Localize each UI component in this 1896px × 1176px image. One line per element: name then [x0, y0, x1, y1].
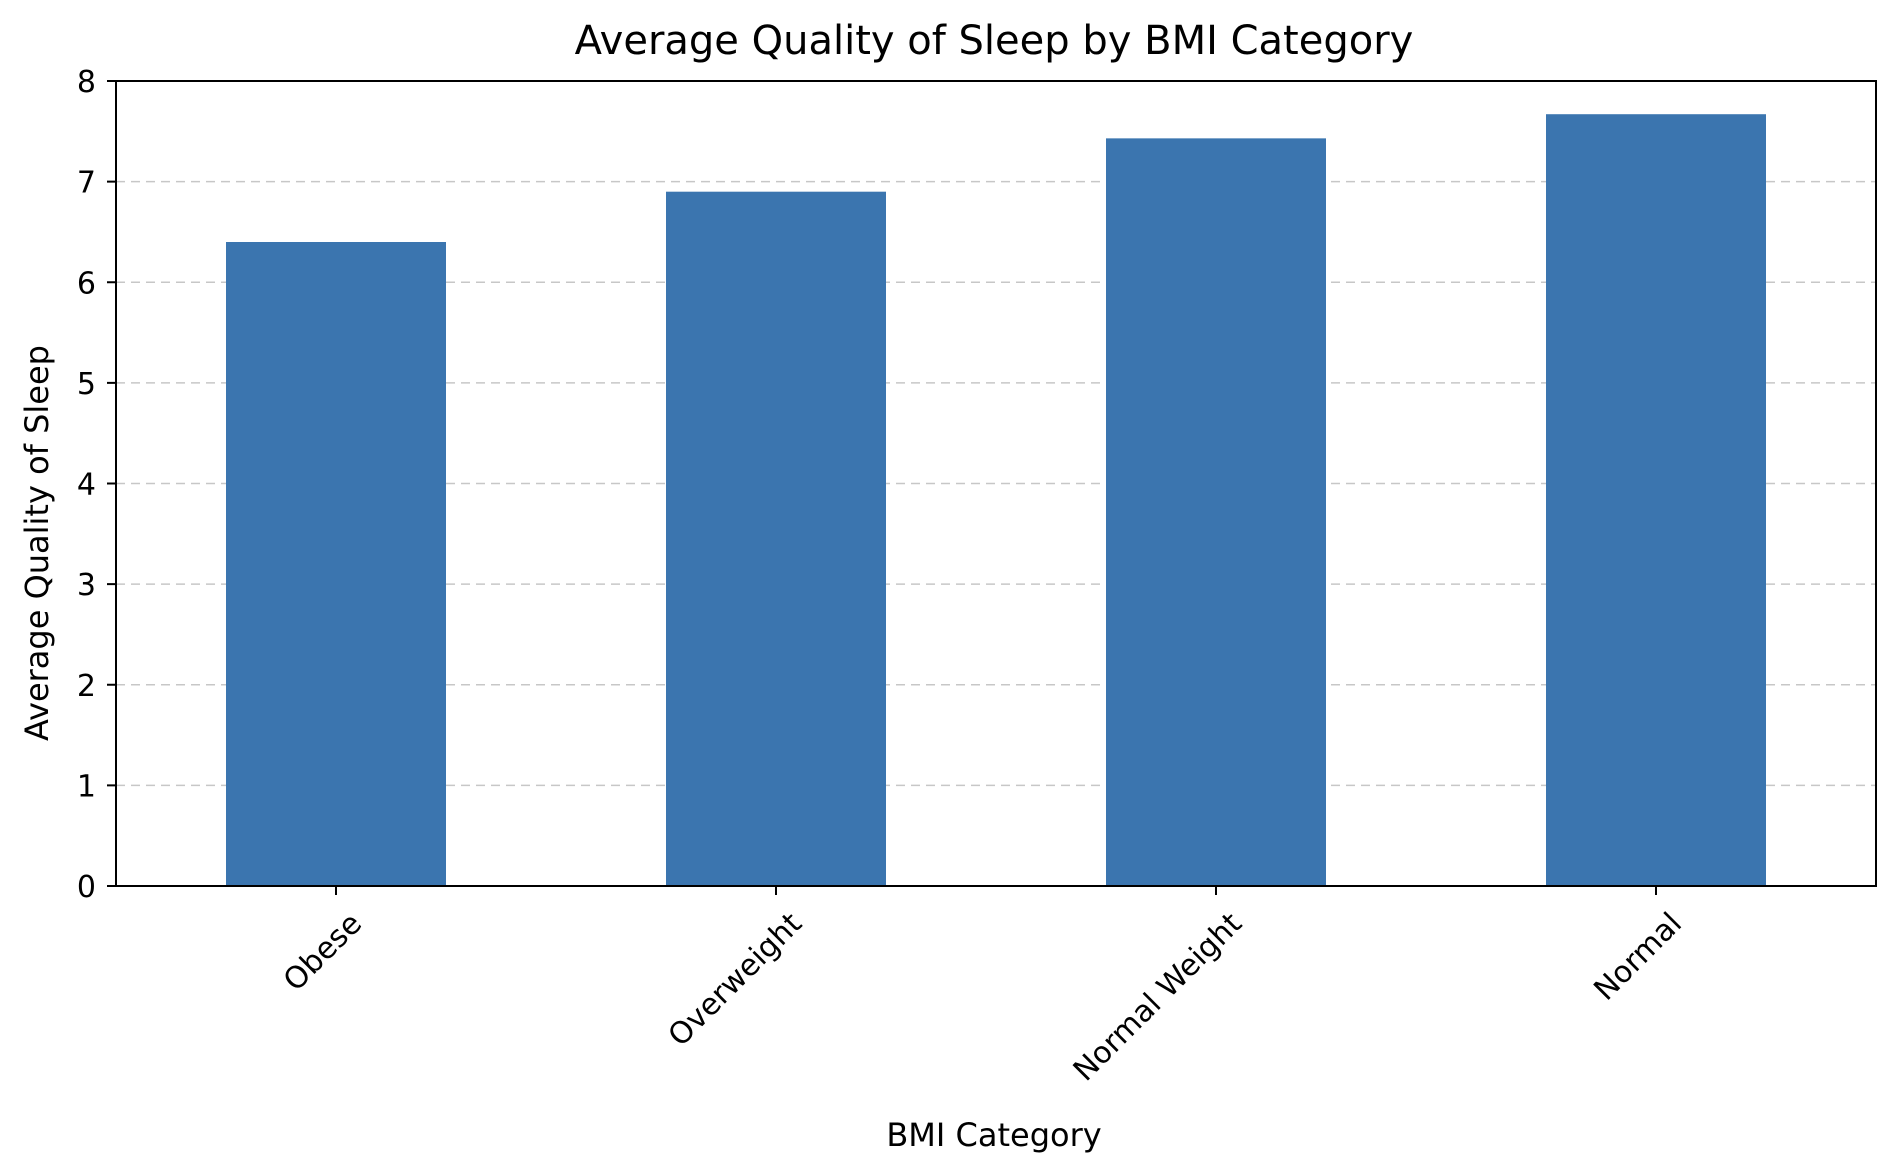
y-tick-label: 0: [77, 870, 96, 905]
y-tick-label: 6: [77, 266, 96, 301]
bars: [226, 114, 1766, 887]
y-tick-label: 5: [77, 367, 96, 402]
bar-normal-weight: [1106, 138, 1326, 886]
x-axis-label: BMI Category: [886, 1116, 1101, 1154]
bar-normal: [1546, 114, 1766, 887]
y-axis-ticks: 0 1 2 3 4 5 6 7 8: [77, 65, 116, 905]
y-tick-label: 2: [77, 669, 96, 704]
bar-overweight: [666, 191, 886, 886]
y-tick-label: 3: [77, 568, 96, 603]
plot-frame: [115, 80, 1877, 887]
y-tick-label: 4: [77, 468, 96, 503]
y-tick-label: 8: [77, 65, 96, 100]
bar-obese: [226, 242, 446, 886]
y-tick-label: 7: [77, 166, 96, 201]
y-tick-label: 1: [77, 769, 96, 804]
chart-title: Average Quality of Sleep by BMI Category: [575, 18, 1414, 64]
y-axis-label: Average Quality of Sleep: [18, 345, 56, 741]
